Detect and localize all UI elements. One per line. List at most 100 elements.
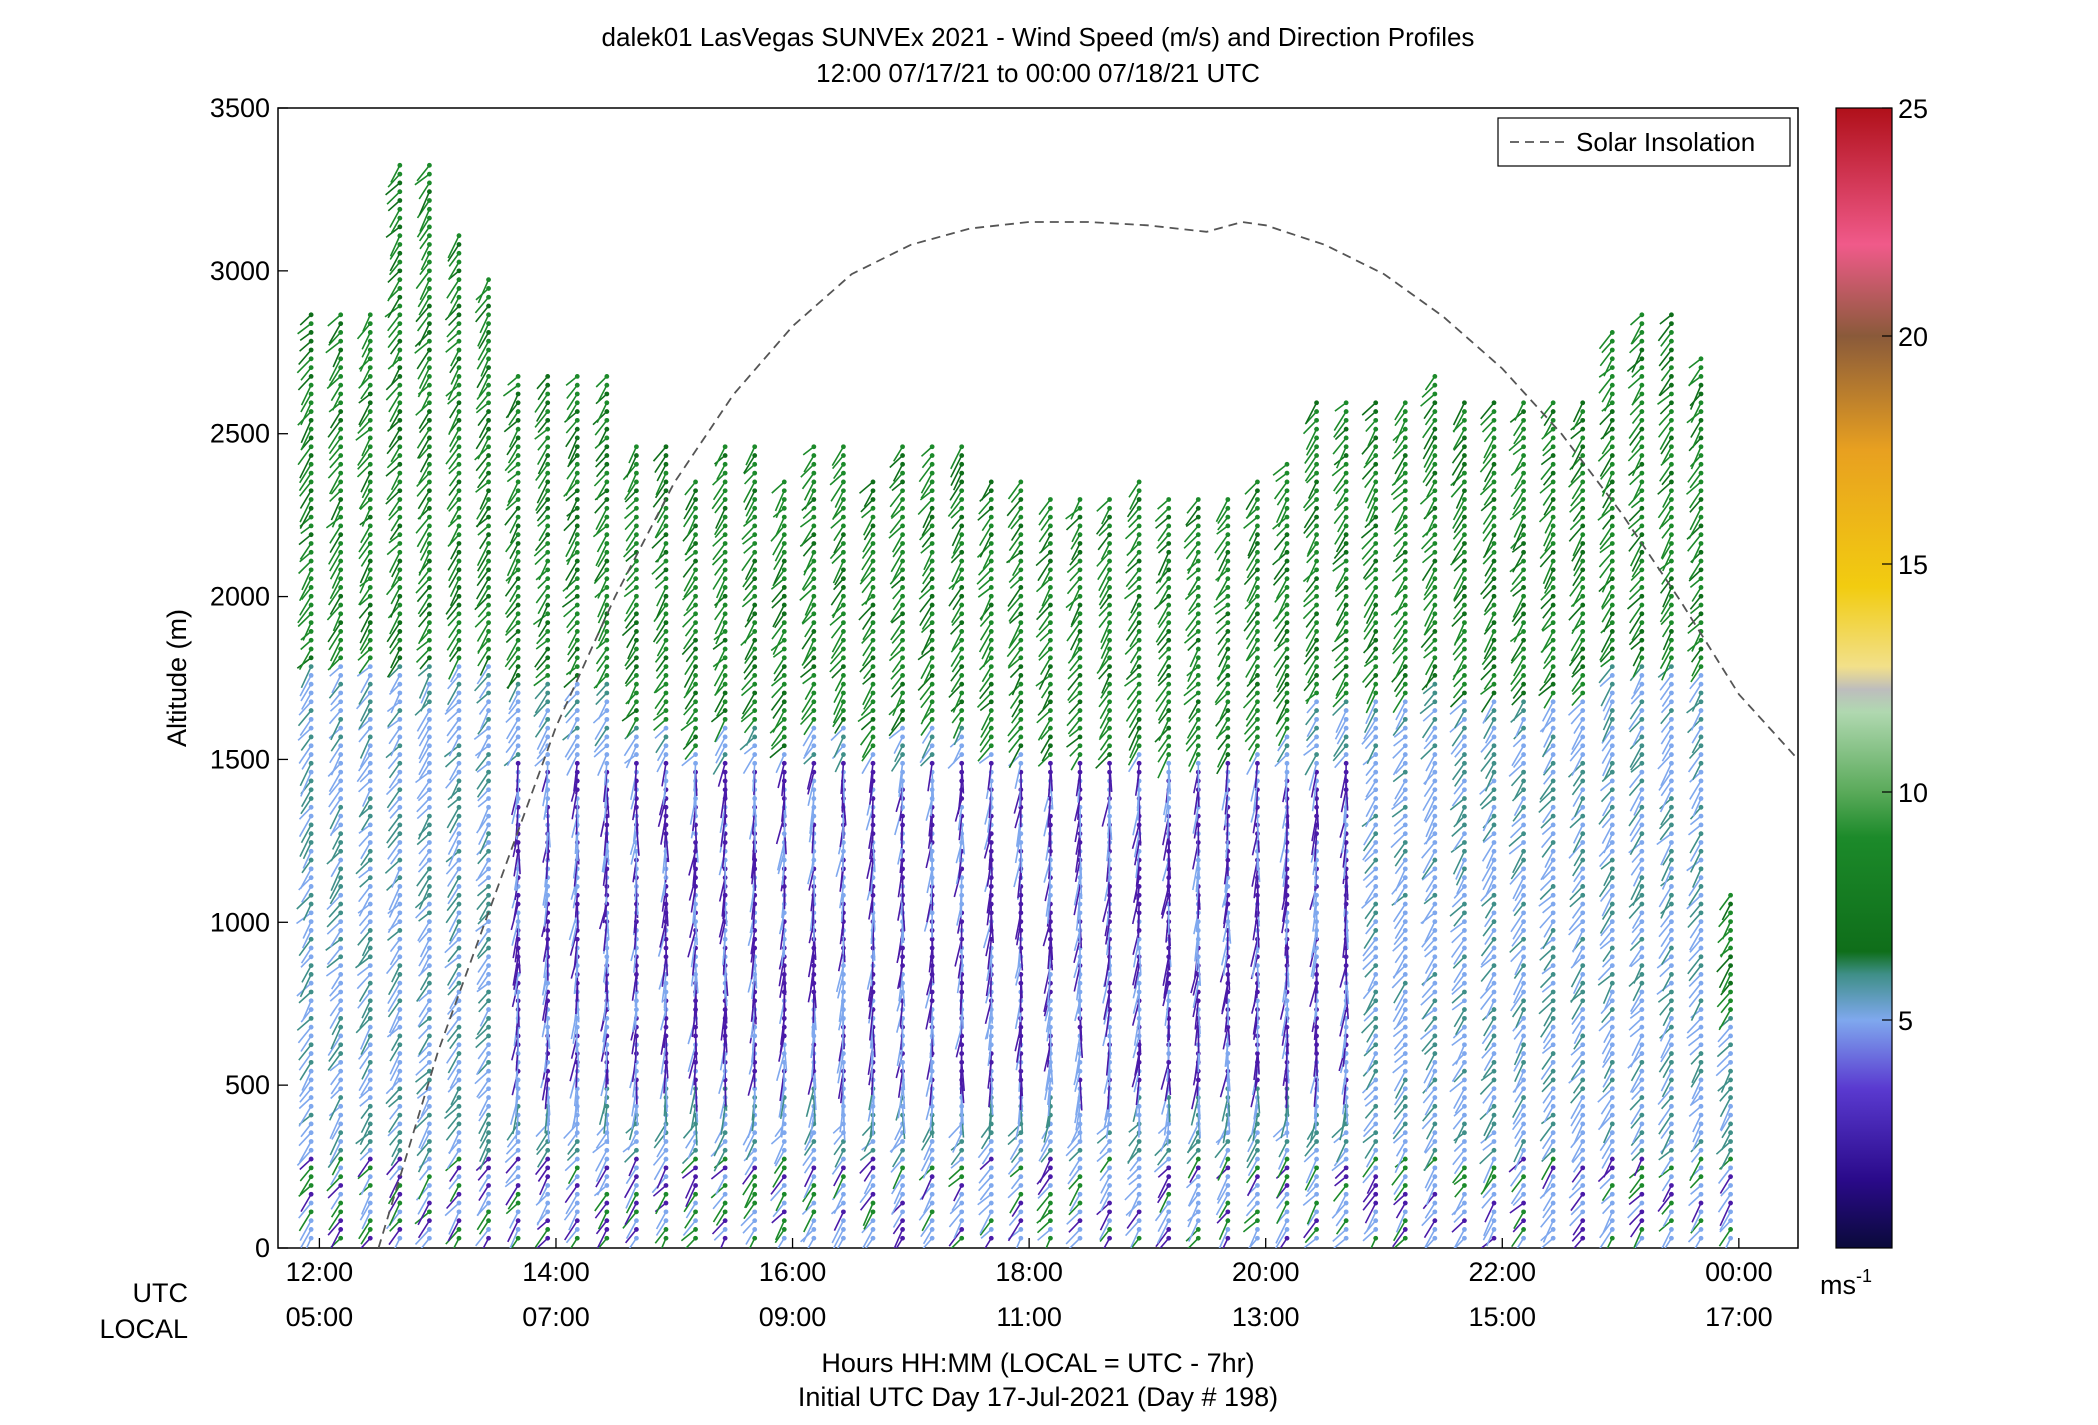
wind-barb-dot — [397, 1191, 403, 1197]
wind-barb-dot — [427, 321, 432, 327]
wind-barb-dot — [693, 523, 698, 529]
wind-barb-dot — [841, 514, 846, 520]
wind-barb-dot — [900, 734, 905, 740]
wind-barb — [476, 507, 490, 528]
wind-barb — [534, 718, 549, 738]
wind-barb-dot — [427, 1183, 432, 1188]
wind-barb-dot — [841, 708, 846, 713]
wind-barb — [390, 569, 401, 588]
wind-barb — [783, 877, 786, 904]
wind-barb-dot — [397, 664, 403, 669]
wind-barb-dot — [367, 1200, 373, 1206]
wind-barb — [358, 534, 371, 553]
wind-barb — [388, 323, 401, 339]
wind-barb-dot — [486, 479, 491, 485]
wind-barb-dot — [427, 461, 432, 467]
wind-barb — [360, 675, 371, 694]
wind-barb-dot — [515, 497, 521, 502]
wind-barb-dot — [427, 1130, 432, 1136]
wind-barb-dot — [545, 400, 551, 406]
wind-barb — [565, 534, 578, 558]
wind-barb-dot — [456, 611, 462, 617]
wind-barb-dot — [427, 444, 432, 450]
wind-barb — [566, 745, 578, 761]
wind-barb — [563, 604, 578, 618]
wind-barb-dot — [427, 558, 432, 564]
wind-barb — [305, 1237, 312, 1248]
wind-barb — [476, 569, 490, 587]
wind-barb-dot — [781, 716, 787, 722]
wind-barb-dot — [338, 514, 344, 520]
wind-barb — [417, 815, 431, 840]
wind-barb — [477, 1061, 490, 1075]
wind-barb-dot — [427, 1200, 432, 1206]
wind-barb — [360, 1035, 371, 1055]
wind-barb — [506, 745, 519, 766]
wind-barb-dot — [900, 1200, 905, 1206]
wind-barb — [597, 595, 608, 618]
wind-barb — [606, 1115, 610, 1144]
wind-barb-dot — [1018, 1183, 1024, 1188]
wind-barb-dot — [604, 760, 610, 766]
wind-barb-dot — [427, 857, 432, 863]
wind-barb-dot — [338, 998, 344, 1004]
wind-barb-dot — [486, 637, 491, 643]
wind-barb-dot — [959, 549, 965, 555]
wind-barb-dot — [427, 1068, 432, 1074]
wind-barb-dot — [397, 1042, 403, 1048]
wind-barb-dot — [515, 1227, 521, 1232]
wind-barb-dot — [338, 822, 344, 828]
wind-barb-dot — [308, 461, 314, 467]
wind-barb-dot — [338, 743, 344, 749]
wind-barb-dot — [634, 620, 639, 626]
wind-barb — [416, 868, 431, 887]
wind-barb-dot — [841, 576, 846, 582]
wind-barb-dot — [486, 664, 491, 669]
wind-barb-dot — [338, 901, 344, 907]
wind-barb-dot — [338, 690, 344, 696]
wind-barb — [653, 1158, 667, 1181]
wind-barb-dot — [308, 884, 314, 889]
wind-barb — [624, 1176, 638, 1199]
wind-barb — [533, 542, 549, 557]
wind-barb — [595, 1132, 608, 1149]
wind-barb — [358, 894, 371, 917]
wind-barb-dot — [515, 681, 521, 687]
wind-barb-dot — [397, 435, 403, 441]
wind-barb-dot — [634, 655, 639, 661]
wind-barb-dot — [752, 1147, 758, 1153]
wind-barb — [360, 551, 371, 567]
wind-barb-dot — [663, 725, 669, 731]
wind-barb-dot — [693, 629, 698, 634]
wind-barb-dot — [367, 1209, 373, 1215]
wind-barb — [418, 323, 431, 346]
wind-barb — [568, 1211, 578, 1231]
wind-barb-dot — [486, 576, 491, 582]
wind-barb-dot — [722, 488, 728, 494]
wind-barb-dot — [1018, 567, 1024, 573]
wind-barb-dot — [1018, 1235, 1024, 1241]
wind-barb-dot — [456, 972, 462, 977]
wind-barb — [416, 639, 430, 651]
wind-barb-dot — [397, 470, 403, 476]
wind-barb-dot — [456, 831, 462, 837]
wind-barb-dot — [486, 813, 491, 819]
wind-barb-dot — [841, 505, 846, 511]
wind-barb-dot — [929, 646, 935, 652]
wind-barb — [388, 261, 401, 276]
wind-barb-dot — [338, 1095, 344, 1100]
wind-barb-dot — [929, 497, 935, 502]
wind-barb — [357, 1167, 371, 1180]
wind-barb — [330, 1026, 342, 1050]
wind-barb-dot — [397, 998, 403, 1004]
wind-barb-dot — [338, 1209, 344, 1215]
wind-barb-dot — [486, 373, 491, 379]
wind-barb — [596, 1229, 608, 1248]
wind-barb-dot — [634, 629, 639, 634]
wind-barb-dot — [427, 1209, 432, 1215]
wind-barb-dot — [338, 312, 344, 318]
wind-barb-dot — [929, 1218, 935, 1224]
wind-barb — [505, 1202, 519, 1215]
wind-barb — [391, 965, 401, 983]
wind-barb — [595, 393, 608, 405]
